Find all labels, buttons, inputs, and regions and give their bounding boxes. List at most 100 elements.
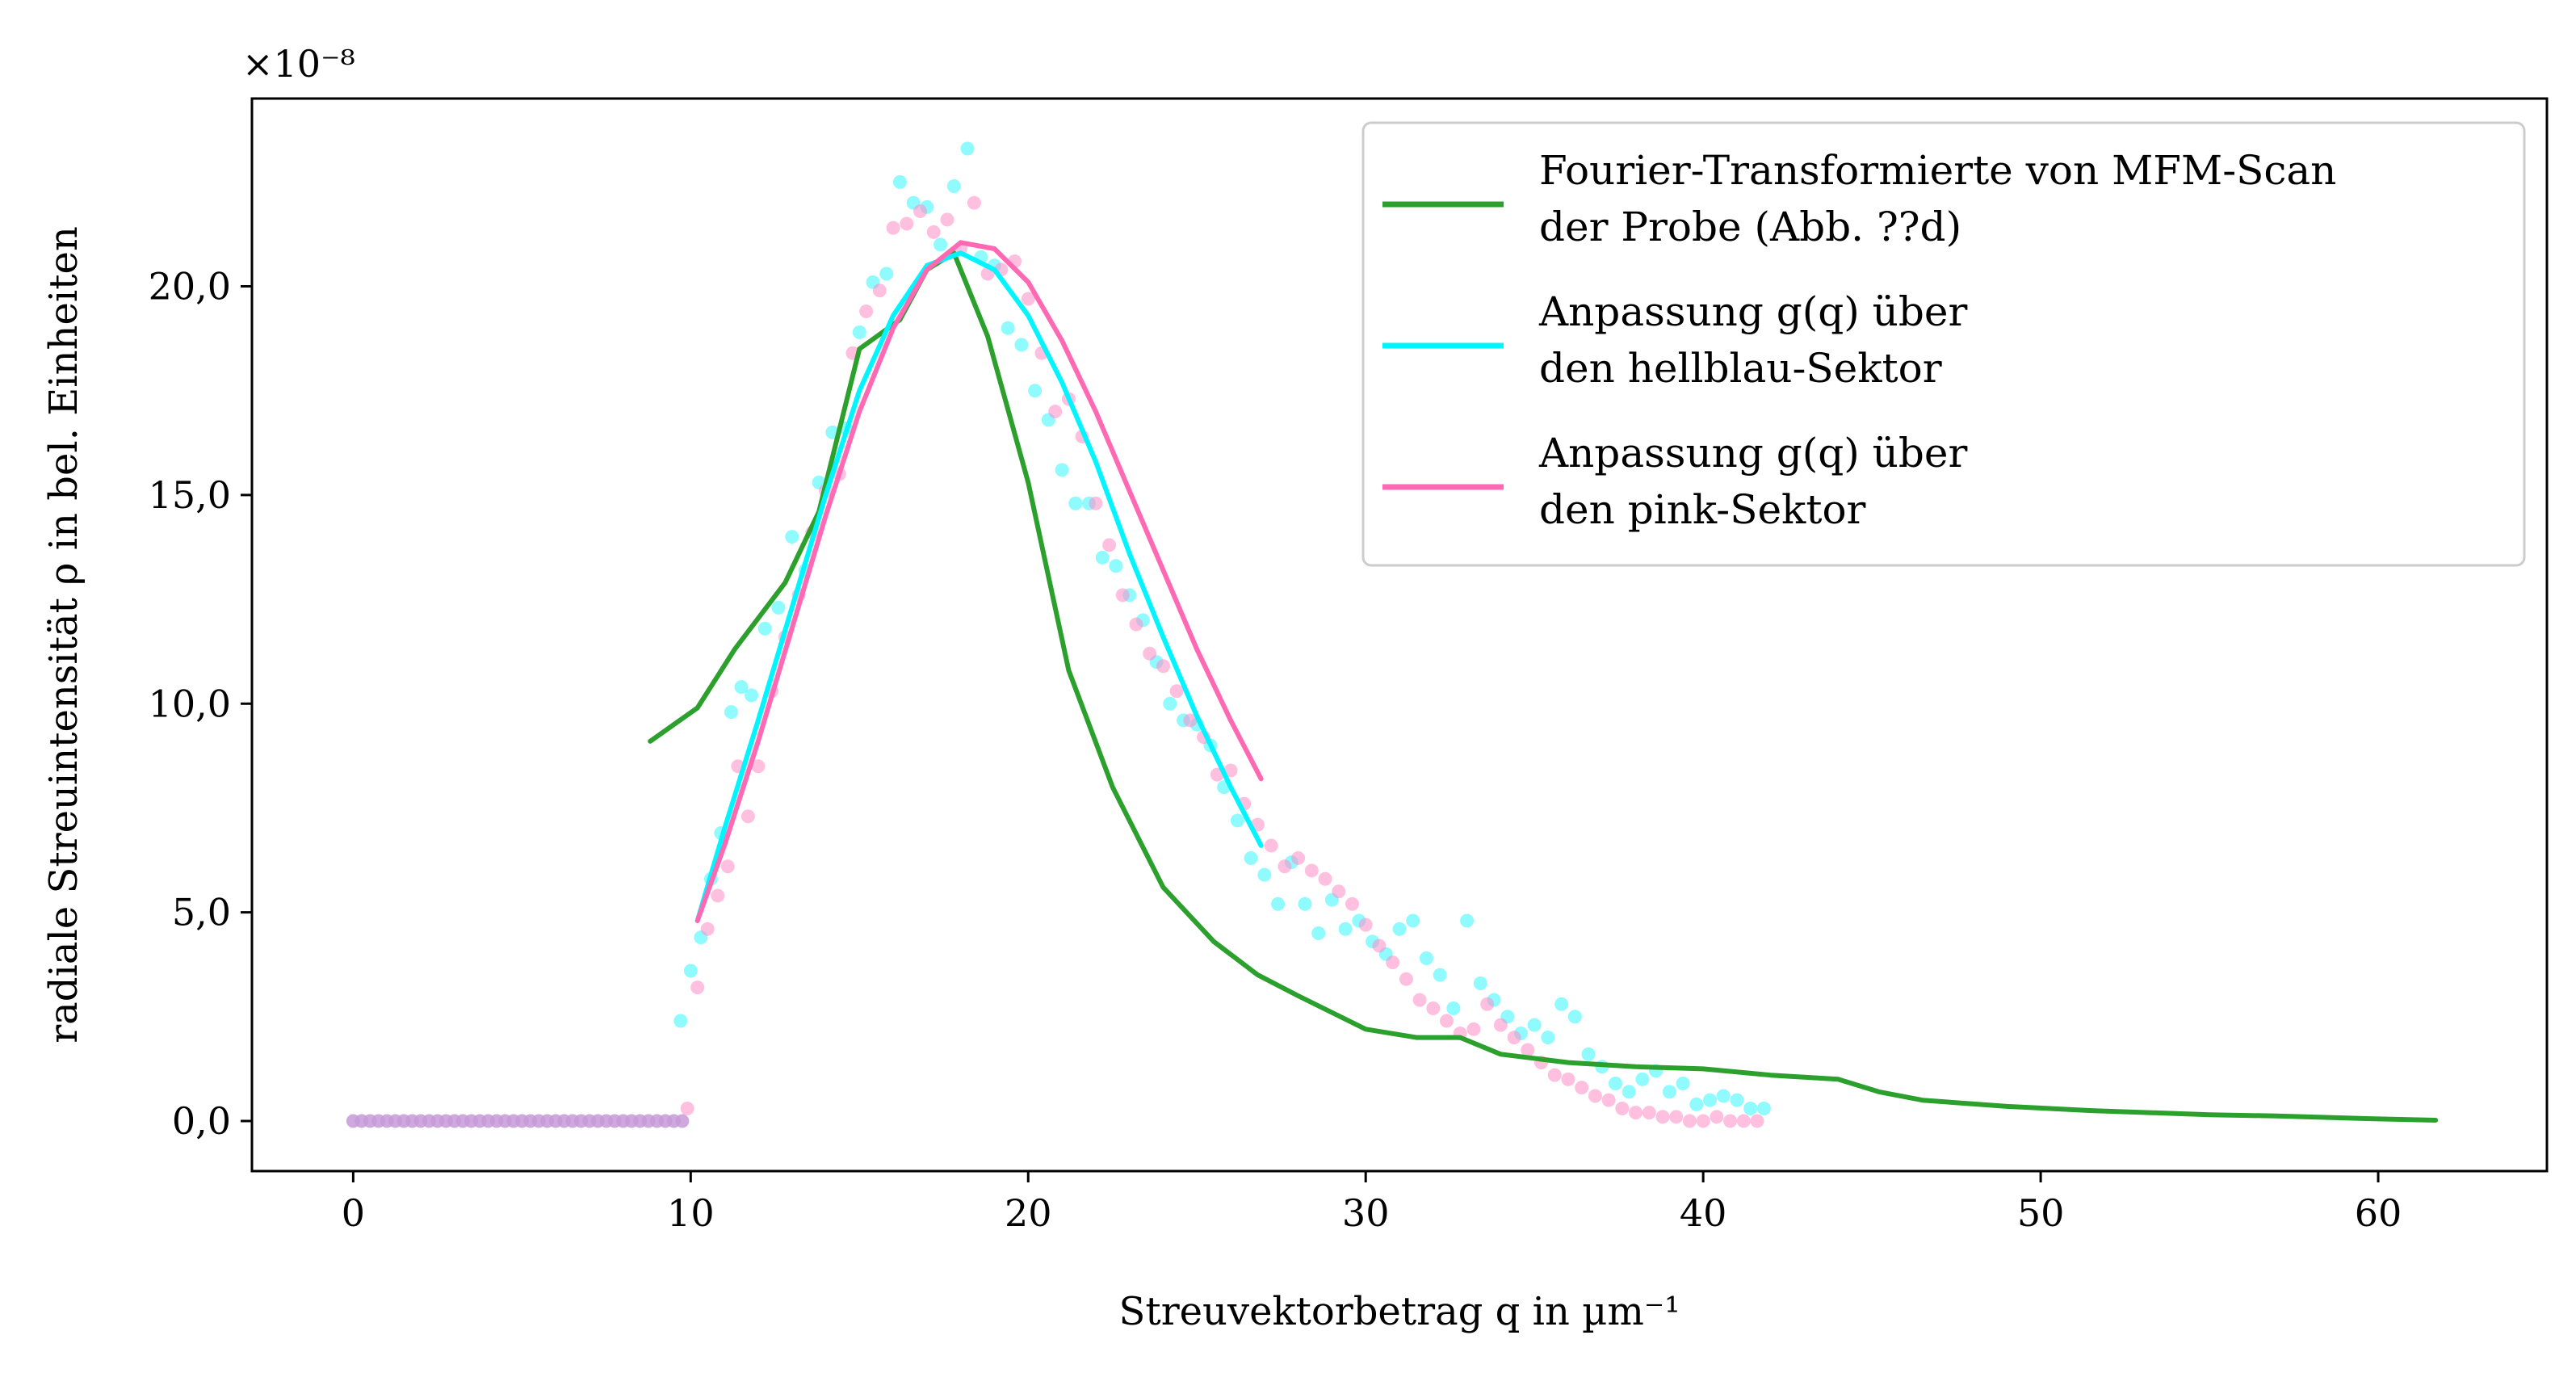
scatter-point-pink [1588, 1089, 1602, 1103]
scatter-point-pink [1710, 1110, 1724, 1124]
legend-entry-fft-line-1: Fourier-Transformierte von MFM-Scan [1539, 147, 2336, 194]
scatter-point-pink [859, 304, 874, 319]
scatter-point-pink [886, 220, 900, 235]
y-tick-label: 15,0 [149, 473, 231, 517]
x-axis-label: Streuvektorbetrag q in µm⁻¹ [1119, 1289, 1680, 1334]
scatter-point-blue [1703, 1093, 1718, 1107]
scatter-point-pink [1615, 1101, 1630, 1115]
scatter-point-blue [879, 267, 894, 281]
legend: Fourier-Transformierte von MFM-Scan der … [1361, 121, 2526, 567]
scatter-point-pink [1169, 684, 1184, 699]
scatter-point-pink [1386, 955, 1400, 970]
line-series-fit-blue [694, 250, 1264, 923]
x-tick-label: 30 [1342, 1191, 1390, 1235]
scatter-point-blue [933, 237, 948, 252]
scatter-point-blue [734, 680, 749, 695]
legend-entry-fit-pink-line-1: Anpassung g(q) über [1538, 430, 1967, 477]
scatter-point-pink [913, 204, 928, 219]
scatter-point-pink [1412, 993, 1427, 1007]
scatter-point-pink [711, 888, 725, 903]
scatter-point-pink [751, 759, 766, 774]
scatter-point-blue [1635, 1072, 1650, 1086]
scatter-series-zero [346, 1114, 690, 1128]
x-tick-label: 60 [2355, 1191, 2402, 1235]
scatter-point-blue [1581, 1047, 1596, 1061]
scatter-point-blue [1311, 926, 1326, 940]
scatter-point-blue [1473, 976, 1487, 990]
scatter-point-blue [1567, 1010, 1582, 1024]
scatter-point-blue [1622, 1085, 1636, 1099]
line-series-fft [648, 250, 2439, 1123]
scatter-point-pink [1278, 859, 1292, 874]
x-tick-label: 20 [1005, 1191, 1052, 1235]
scatter-point-pink [1521, 1043, 1535, 1057]
scatter-point-pink [1372, 938, 1387, 953]
scatter-point-blue [852, 325, 866, 339]
y-tick-label: 5,0 [172, 891, 231, 934]
scatter-point-pink [1183, 713, 1198, 728]
line-series-fit-pink [694, 240, 1264, 923]
scatter-point-pink [1629, 1106, 1643, 1120]
y-tick-label: 10,0 [149, 682, 231, 725]
scatter-point-blue [1055, 463, 1069, 477]
scatter-point-pink [1345, 896, 1359, 911]
scatter-point-pink [1318, 871, 1332, 886]
legend-frame [1361, 121, 2526, 567]
y-axis-label: radiale Streuintensität ρ in bel. Einhei… [41, 226, 86, 1043]
y-tick-label: 0,0 [172, 1099, 231, 1143]
scatter-point-blue [1527, 1018, 1542, 1032]
scatter-point-pink [1601, 1093, 1616, 1107]
scatter-point-pink [1115, 588, 1130, 603]
scatter-point-blue [1662, 1085, 1676, 1099]
legend-entry-fit-blue-line-1: Anpassung g(q) über [1538, 288, 1967, 335]
scatter-point-blue [1244, 850, 1258, 865]
scatter-point-blue [1743, 1101, 1758, 1115]
scatter-point-pink [900, 216, 914, 231]
scatter-point-blue [1014, 338, 1029, 352]
legend-entry-fft-line-2: der Probe (Abb. ??d) [1539, 204, 1961, 250]
line-series-group [648, 240, 2439, 1123]
scatter-point-pink [1507, 1031, 1521, 1045]
scatter-point-pink [1642, 1106, 1656, 1120]
x-tick-label: 40 [1680, 1191, 1727, 1235]
scatter-point-blue [1460, 913, 1475, 928]
scatter-point-blue [1716, 1089, 1731, 1103]
legend-entry-fit-pink-line-2: den pink-Sektor [1539, 486, 1866, 533]
scatter-point-pink [1493, 1018, 1508, 1032]
scatter-point-pink [1466, 1022, 1481, 1036]
scatter-point-blue [1730, 1093, 1744, 1107]
scatter-point-pink [1264, 838, 1278, 853]
scatter-point-blue [1109, 559, 1123, 573]
scatter-point-blue [892, 174, 907, 189]
scatter-point-pink [1021, 292, 1035, 306]
scatter-point-blue [745, 688, 759, 703]
x-tick-label: 50 [2017, 1191, 2065, 1235]
scatter-point-blue [1338, 922, 1353, 936]
scatter-point-blue [1095, 550, 1110, 565]
scatter-point-blue [1271, 896, 1286, 911]
scatter-point-pink [1736, 1114, 1751, 1128]
legend-entry-fit-blue-line-2: den hellblau-Sektor [1539, 345, 1942, 392]
scatter-point-blue [1001, 321, 1015, 335]
scatter-point-pink [926, 225, 941, 239]
scatter-point-pink [690, 980, 705, 995]
scatter-point-pink [1655, 1110, 1670, 1124]
x-tick-label: 10 [667, 1191, 715, 1235]
scatter-point-pink [1291, 850, 1306, 865]
scatter-point-blue [946, 179, 961, 194]
scatter-point-pink [940, 212, 954, 227]
scatter-point-blue [757, 621, 772, 636]
scatter-point-pink [1669, 1110, 1684, 1124]
x-tick-label: 0 [342, 1191, 365, 1235]
scatter-point-pink [1682, 1114, 1697, 1128]
scatter-point-blue [1608, 1076, 1622, 1090]
scatter-point-blue [1554, 997, 1569, 1011]
scatter-point-pink [1156, 659, 1170, 674]
scatter-point-blue [1676, 1076, 1690, 1090]
scatter-point-blue [1446, 1001, 1461, 1015]
scatter-point-pink [700, 922, 715, 936]
scatter-point-pink [1547, 1068, 1562, 1082]
scatter-point-blue [1392, 922, 1407, 936]
scatter-point-blue [1756, 1101, 1771, 1115]
